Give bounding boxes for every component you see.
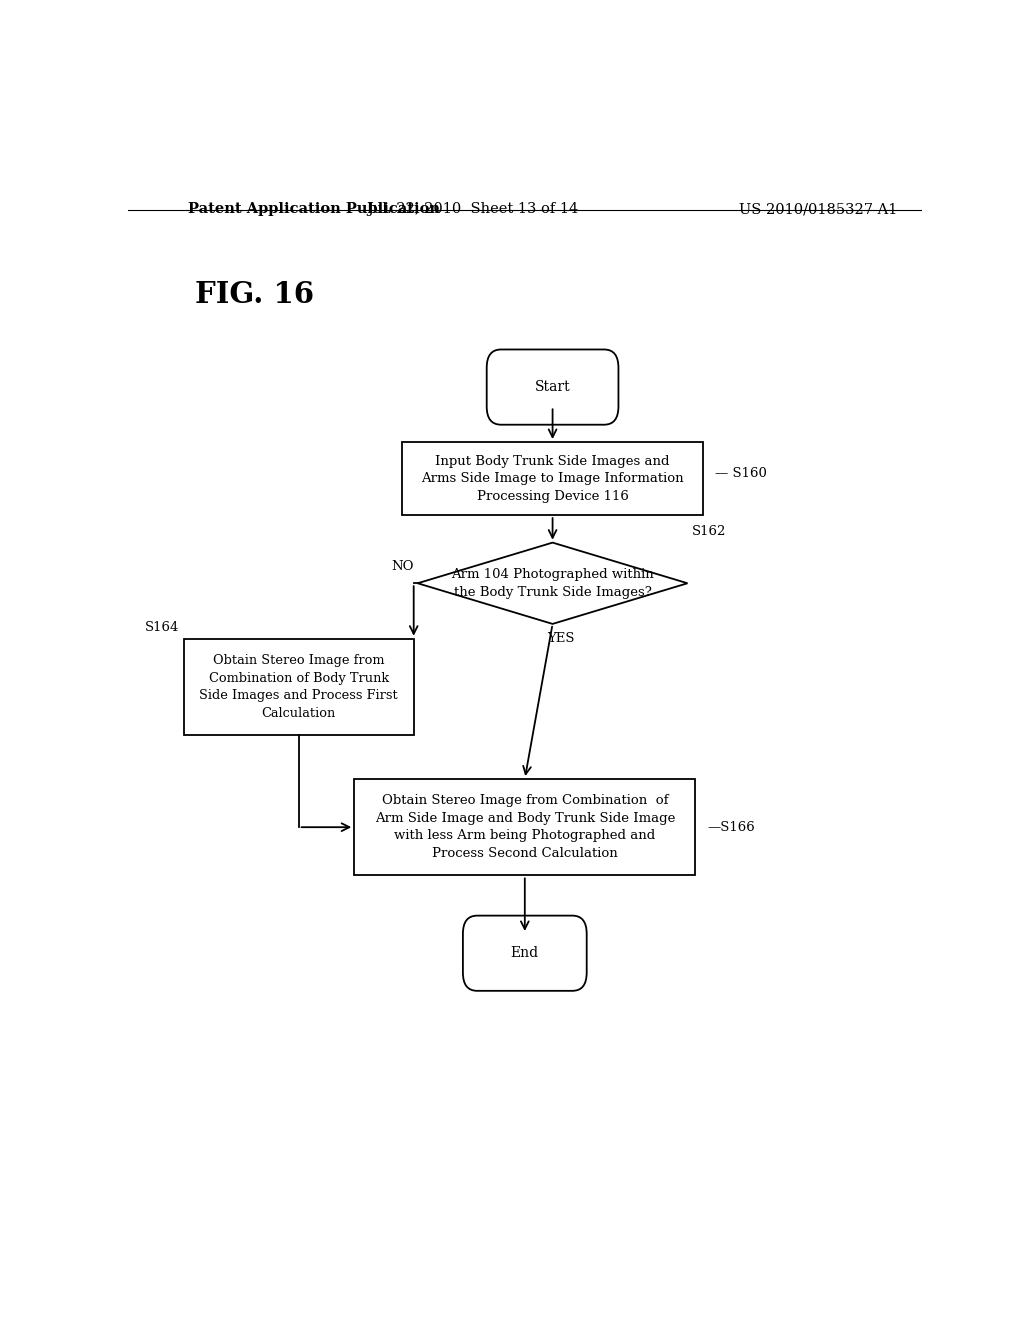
FancyBboxPatch shape [463,916,587,991]
Text: FIG. 16: FIG. 16 [196,280,314,309]
Text: Start: Start [535,380,570,395]
Text: NO: NO [391,560,414,573]
Text: S162: S162 [691,524,726,537]
Text: S164: S164 [145,620,179,634]
Text: — S160: — S160 [716,467,767,480]
Text: Obtain Stereo Image from
Combination of Body Trunk
Side Images and Process First: Obtain Stereo Image from Combination of … [200,655,398,719]
Text: YES: YES [547,632,574,645]
Text: Arm 104 Photographed within
the Body Trunk Side Images?: Arm 104 Photographed within the Body Tru… [452,568,654,598]
Text: US 2010/0185327 A1: US 2010/0185327 A1 [739,202,898,216]
Text: —S166: —S166 [708,821,755,834]
Polygon shape [418,543,687,624]
Bar [354,779,695,875]
Text: Input Body Trunk Side Images and
Arms Side Image to Image Information
Processing: Input Body Trunk Side Images and Arms Si… [421,454,684,503]
Text: End: End [511,946,539,960]
Bar [401,442,703,515]
Text: Obtain Stereo Image from Combination  of
Arm Side Image and Body Trunk Side Imag: Obtain Stereo Image from Combination of … [375,795,675,859]
FancyBboxPatch shape [486,350,618,425]
Bar [183,639,414,735]
Text: Patent Application Publication: Patent Application Publication [187,202,439,216]
Text: Jul. 22, 2010  Sheet 13 of 14: Jul. 22, 2010 Sheet 13 of 14 [368,202,579,216]
